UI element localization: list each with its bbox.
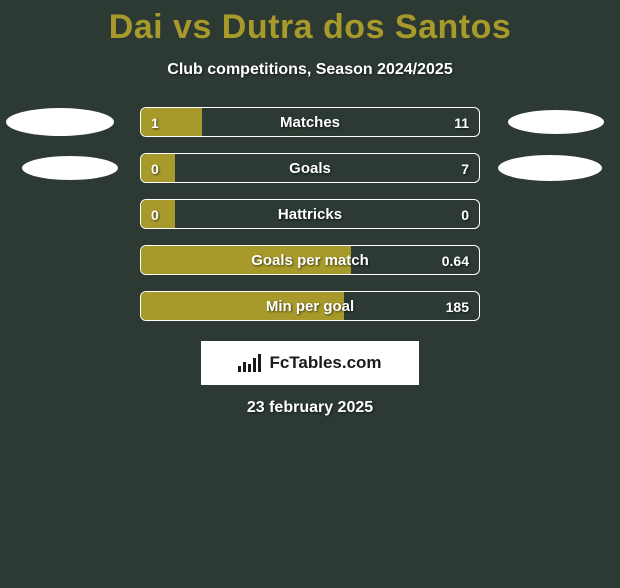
chart-icon: [238, 354, 261, 372]
stat-value-right: 185: [446, 292, 469, 320]
stat-value-right: 11: [454, 108, 469, 136]
stat-bar-track: 0Goals7: [140, 153, 480, 183]
stat-bar-track: 1Matches11: [140, 107, 480, 137]
subtitle: Club competitions, Season 2024/2025: [0, 61, 620, 79]
page-title: Dai vs Dutra dos Santos: [0, 8, 620, 47]
stat-bar-fill: [141, 292, 344, 320]
stat-bar-fill: [141, 246, 351, 274]
club-badge-left: [6, 108, 114, 136]
stat-value-left: 0: [151, 200, 159, 228]
club-badge-right: [498, 155, 602, 181]
stat-value-right: 0: [461, 200, 469, 228]
stat-value-right: 0.64: [442, 246, 469, 274]
club-badge-right: [508, 110, 604, 134]
stat-row: Min per goal185: [0, 291, 620, 321]
stat-label: Hattricks: [141, 200, 479, 228]
date-line: 23 february 2025: [0, 399, 620, 417]
stat-bar-track: 0Hattricks0: [140, 199, 480, 229]
site-badge: FcTables.com: [201, 341, 419, 385]
stat-row: 0Hattricks0: [0, 199, 620, 229]
site-badge-text: FcTables.com: [269, 353, 381, 373]
stat-bar-track: Min per goal185: [140, 291, 480, 321]
stat-label: Goals: [141, 154, 479, 182]
stat-value-right: 7: [461, 154, 469, 182]
club-badge-left: [22, 156, 118, 180]
stat-bar-track: Goals per match0.64: [140, 245, 480, 275]
stat-row: Goals per match0.64: [0, 245, 620, 275]
stat-value-left: 0: [151, 154, 159, 182]
stat-value-left: 1: [151, 108, 159, 136]
